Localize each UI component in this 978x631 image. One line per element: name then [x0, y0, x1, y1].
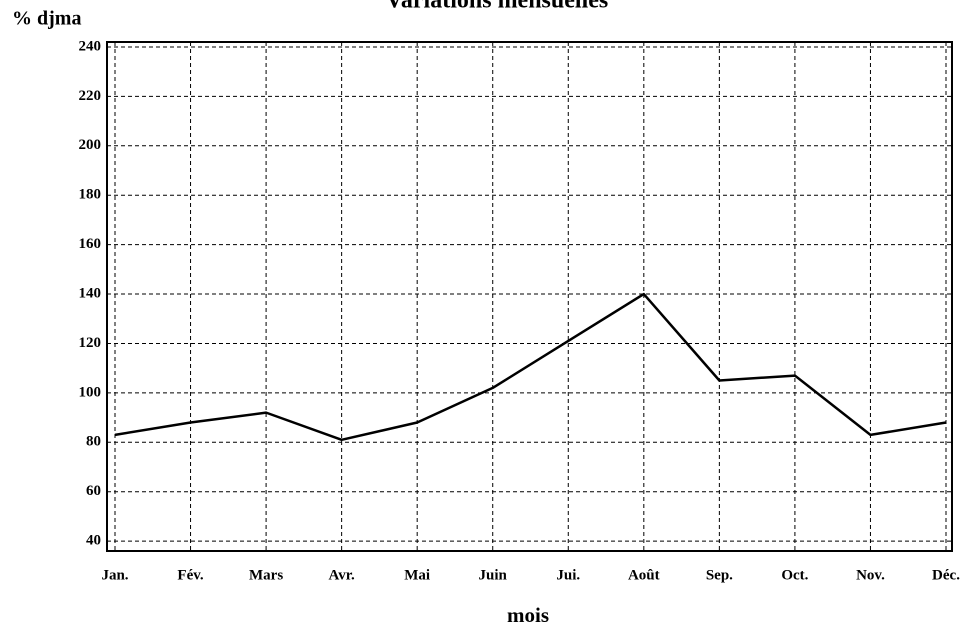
x-tick-label: Oct.	[781, 567, 808, 583]
y-tick-label: 240	[79, 38, 102, 54]
y-tick-label: 100	[79, 384, 102, 400]
x-tick-label: Mai	[404, 567, 430, 583]
line	[114, 292, 947, 442]
y-tick-label: 120	[79, 335, 102, 351]
x-tick-label: Jan.	[101, 567, 128, 583]
x-tick-label: Juin	[479, 567, 508, 583]
y-tick-label: 140	[79, 285, 102, 301]
x-tick-label: Déc.	[932, 567, 960, 583]
y-tick-label: 60	[86, 483, 101, 499]
x-tick-label: Avr.	[329, 567, 356, 583]
y-tick-label: 40	[86, 533, 101, 549]
y-tick-label: 160	[79, 236, 102, 252]
x-tick-label: Nov.	[856, 567, 885, 583]
y-tick-label: 200	[79, 137, 102, 153]
x-axis-label: mois	[507, 603, 549, 627]
x-tick-label: Sep.	[706, 567, 733, 583]
plot-frame	[106, 41, 953, 552]
x-tick-label: Mars	[249, 567, 283, 583]
x-tick-label: Fév.	[177, 567, 203, 583]
chart-title: Variations mensuelles	[386, 0, 608, 14]
x-tick-label: Jui.	[556, 567, 580, 583]
y-tick-label: 220	[79, 88, 102, 104]
y-tick-label: 180	[79, 187, 102, 203]
y-tick-label: 80	[86, 434, 101, 450]
y-axis-label: % djma	[12, 8, 81, 30]
x-tick-label: Août	[628, 567, 660, 583]
